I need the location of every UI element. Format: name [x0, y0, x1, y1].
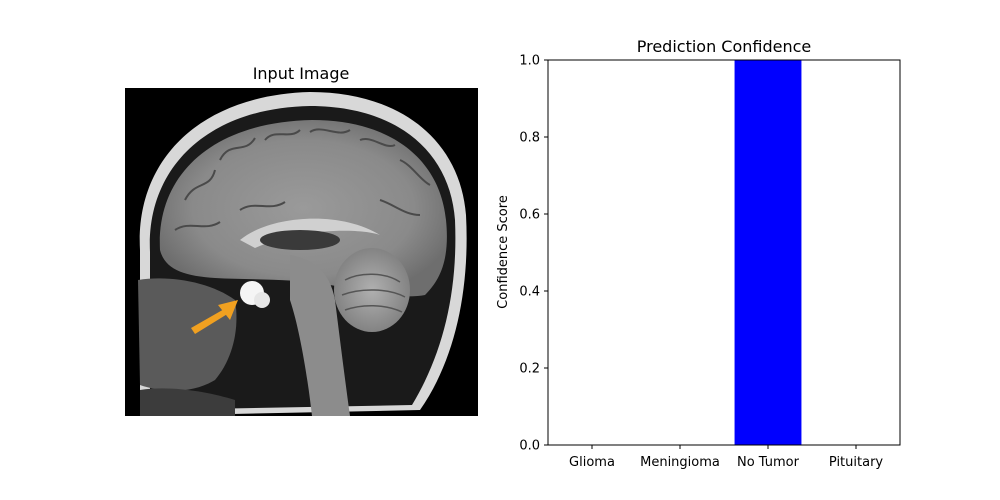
prediction-confidence-chart: Prediction Confidence Confidence Score 0… [496, 37, 901, 470]
bars-layer [734, 60, 802, 445]
input-image-title: Input Image [253, 64, 350, 83]
y-tick-label: 0.2 [519, 362, 540, 377]
y-tick-label: 0.6 [519, 208, 540, 223]
bar-no-tumor [734, 60, 802, 445]
x-tick-label: Pituitary [829, 455, 884, 470]
lesion-arrow-icon [191, 300, 238, 334]
x-tick-label: Meningioma [640, 455, 720, 470]
y-tick-label: 1.0 [519, 54, 540, 69]
x-tick-label: Glioma [569, 455, 615, 470]
chart-title: Prediction Confidence [637, 37, 812, 56]
x-tick-label: No Tumor [737, 455, 800, 470]
y-tick-label: 0.4 [519, 285, 540, 300]
x-ticks: Glioma Meningioma No Tumor Pituitary [569, 445, 883, 470]
y-axis-label: Confidence Score [496, 195, 511, 309]
y-ticks: 0.0 0.2 0.4 0.6 0.8 1.0 [519, 54, 548, 454]
y-tick-label: 0.8 [519, 131, 540, 146]
mri-image [125, 88, 478, 416]
plot-frame [547, 59, 901, 446]
input-image-panel: Input Image [125, 64, 478, 416]
y-tick-label: 0.0 [519, 439, 540, 454]
